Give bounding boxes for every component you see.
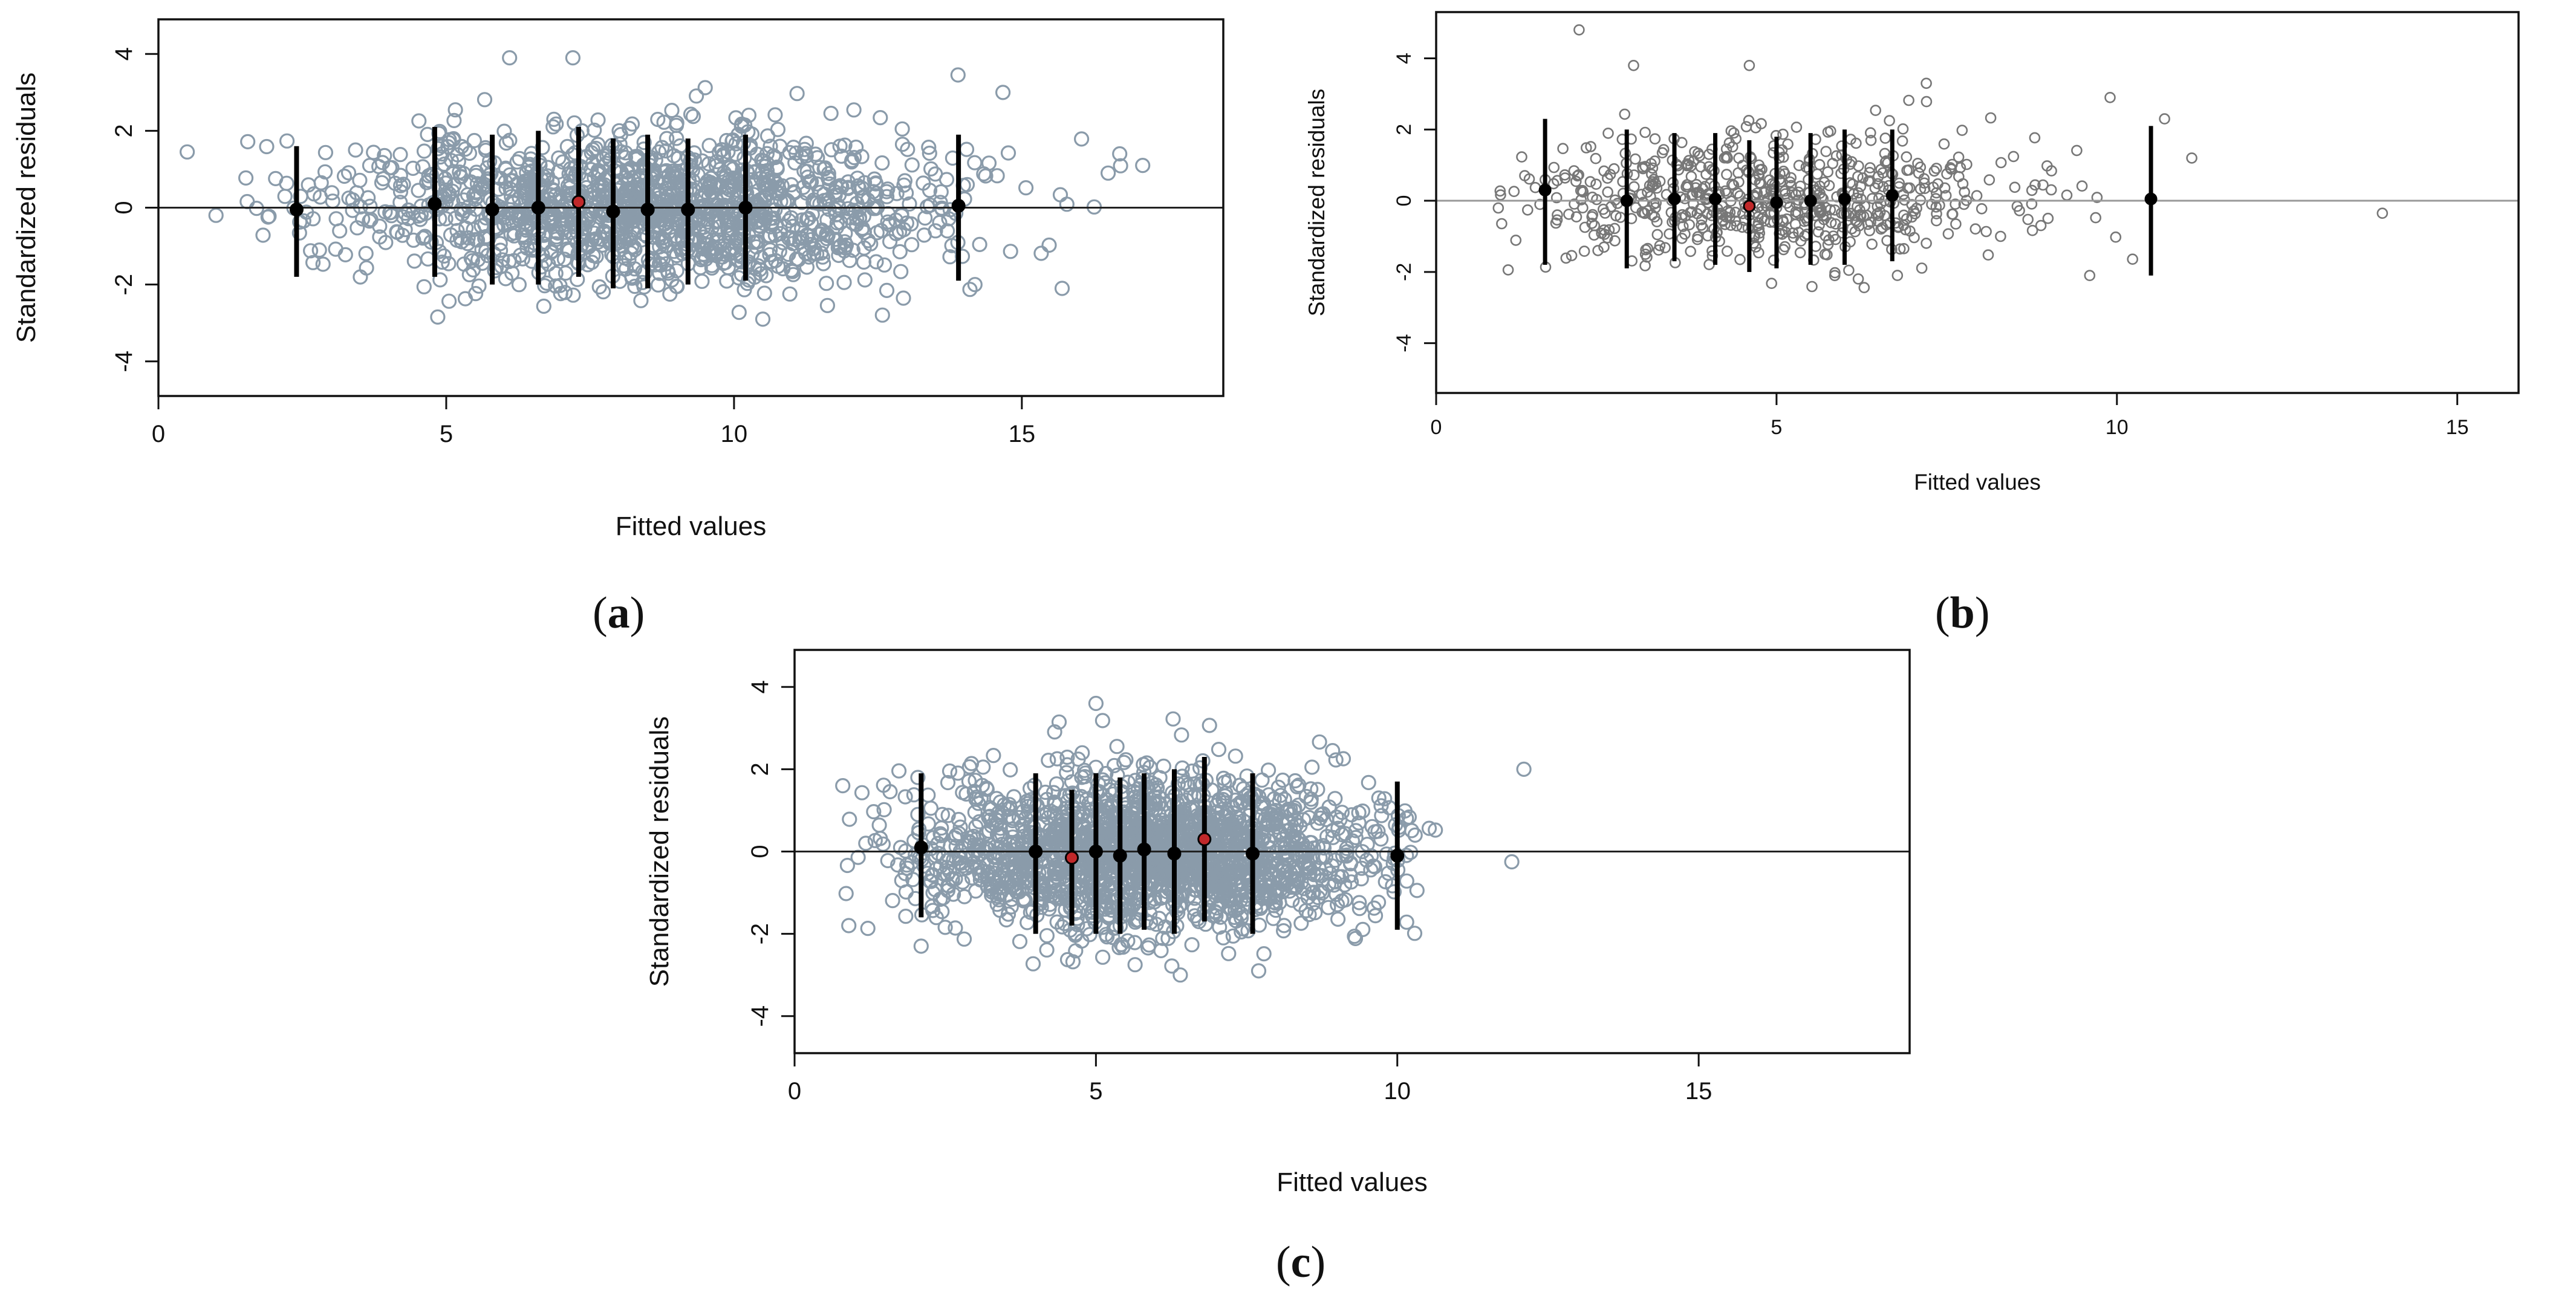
panel-caption-paren-open: (	[1935, 588, 1950, 638]
bin-mean-point	[1805, 195, 1816, 206]
y-tick-label: -2	[111, 274, 137, 296]
bin-mean-point	[1138, 843, 1150, 855]
bin-mean-point	[1839, 193, 1850, 204]
y-tick-label: -4	[111, 351, 137, 372]
bin-mean-point	[1621, 195, 1632, 206]
bin-mean-point	[1710, 193, 1721, 204]
x-tick-label: 10	[1384, 1078, 1411, 1105]
x-tick-label: 15	[1009, 421, 1036, 447]
y-tick-label: 4	[747, 680, 773, 693]
bin-mean-point	[682, 204, 694, 216]
bin-mean-point	[1114, 849, 1126, 862]
panel-caption-paren-close: )	[1311, 1238, 1326, 1287]
panel-caption: (b)	[1935, 588, 1989, 638]
x-tick-label: 5	[1089, 1078, 1102, 1105]
y-tick-label: -2	[747, 923, 773, 945]
bin-mean-point	[642, 204, 654, 216]
x-axis-title: Fitted values	[1277, 1167, 1427, 1197]
bin-mean-point	[915, 842, 927, 854]
y-tick-label: 4	[111, 47, 137, 60]
bin-mean-point	[532, 202, 544, 214]
panel-caption-paren-open: (	[1276, 1238, 1291, 1287]
panel-caption-letter: a	[608, 588, 630, 638]
bin-mean-point	[1771, 197, 1782, 208]
bin-mean-point	[2145, 193, 2156, 204]
panel-caption-paren-close: )	[630, 588, 645, 638]
y-tick-label: 0	[111, 201, 137, 214]
y-axis-title: Standardized residuals	[11, 73, 41, 343]
x-tick-label: 10	[2106, 416, 2129, 439]
panel-caption-paren-open: (	[593, 588, 608, 638]
bin-mean-point	[1887, 190, 1898, 201]
bin-mean-point	[1540, 184, 1550, 195]
bin-mean-point	[1090, 846, 1102, 858]
y-axis-title: Standardized residuals	[1304, 89, 1329, 316]
bin-mean-point-highlight	[573, 196, 585, 208]
x-tick-label: 15	[2446, 416, 2469, 439]
y-tick-label: 0	[1393, 195, 1416, 207]
y-tick-label: -4	[747, 1005, 773, 1027]
x-tick-label: 15	[1685, 1078, 1712, 1105]
bin-mean-point	[1247, 848, 1259, 860]
panel-caption-letter: c	[1291, 1238, 1311, 1287]
panel-caption: (c)	[1276, 1238, 1325, 1287]
x-tick-label: 5	[1771, 416, 1782, 439]
bin-mean-point-highlight	[1744, 201, 1755, 212]
x-tick-label: 0	[1431, 416, 1442, 439]
x-tick-label: 5	[440, 421, 453, 447]
bin-mean-point	[740, 202, 752, 214]
y-tick-label: 4	[1393, 53, 1416, 64]
y-axis-title: Standardized residuals	[645, 716, 674, 987]
x-axis-title: Fitted values	[1914, 470, 2041, 495]
y-tick-label: -4	[1393, 334, 1416, 352]
y-tick-label: -2	[1393, 263, 1416, 281]
x-tick-label: 0	[788, 1078, 801, 1105]
figure: 0 5 10 15 -4 -2 0 2 4 Fitted values Standardized r…	[0, 0, 2576, 1298]
bin-mean-point	[1030, 846, 1042, 858]
y-tick-label: 2	[1393, 124, 1416, 135]
bin-mean-point	[1391, 849, 1403, 862]
bin-mean-point	[429, 198, 441, 210]
x-tick-label: 0	[152, 421, 165, 447]
bin-mean-point	[607, 206, 619, 218]
y-tick-label: 2	[747, 762, 773, 776]
x-tick-label: 10	[721, 421, 748, 447]
bin-mean-point	[486, 204, 498, 216]
panel-caption: (a)	[593, 588, 645, 638]
bin-mean-point	[952, 200, 964, 212]
bin-mean-point-highlight	[1066, 852, 1078, 864]
bin-mean-point-highlight	[1199, 833, 1211, 845]
panel-caption-letter: b	[1950, 588, 1975, 638]
y-tick-label: 2	[111, 124, 137, 137]
bin-mean-point	[1168, 848, 1180, 860]
y-tick-label: 0	[747, 845, 773, 858]
bin-mean-point	[290, 204, 302, 216]
x-axis-title: Fitted values	[616, 511, 766, 541]
panel-caption-paren-close: )	[1975, 588, 1990, 638]
bin-mean-point	[1669, 193, 1680, 204]
